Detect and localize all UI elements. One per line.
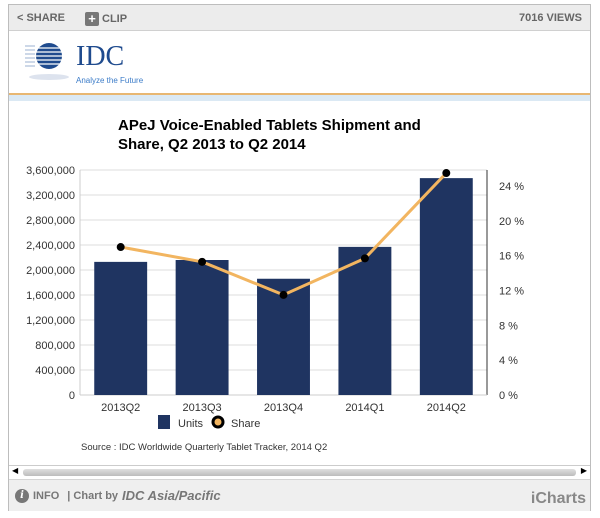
left-axis-tick: 3,600,000 <box>26 165 75 177</box>
info-icon[interactable]: i <box>15 488 29 503</box>
share-button[interactable]: < SHARE <box>17 12 65 24</box>
x-axis-tick: 2013Q3 <box>183 402 222 414</box>
left-axis-tick: 0 <box>69 390 75 402</box>
views-count: 7016 VIEWS <box>519 12 582 24</box>
left-axis-tick: 800,000 <box>35 340 75 352</box>
toolbar: < SHARE + CLIP 7016 VIEWS <box>9 5 590 31</box>
share-point-2014Q2 <box>442 169 451 178</box>
bar-2013Q2 <box>94 261 148 395</box>
right-axis-tick: 8 % <box>499 320 518 332</box>
right-axis-tick: 20 % <box>499 216 524 228</box>
x-axis-tick: 2014Q2 <box>427 402 466 414</box>
scroll-left-icon[interactable]: ◀ <box>12 466 19 475</box>
idc-logo: IDC Analyze the Future <box>21 37 161 96</box>
share-point-2013Q2 <box>116 243 125 252</box>
right-axis-tick: 16 % <box>499 251 524 263</box>
left-axis-tick: 1,200,000 <box>26 315 75 327</box>
share-point-2013Q4 <box>279 290 288 299</box>
plus-icon: + <box>85 12 99 26</box>
clip-button[interactable]: + CLIP <box>85 12 127 26</box>
logo-text: IDC <box>76 41 124 72</box>
left-axis-tick: 3,200,000 <box>26 190 75 202</box>
chart-widget: < SHARE + CLIP 7016 VIEWS IDC Analyze the … <box>8 4 591 511</box>
clip-label: CLIP <box>102 13 128 25</box>
x-axis-tick: 2014Q1 <box>345 402 384 414</box>
chart-source: Source : IDC Worldwide Quarterly Tablet … <box>81 442 327 453</box>
chart-title: Share, Q2 2013 to Q2 2014 <box>118 136 306 153</box>
share-label: SHARE <box>26 12 65 24</box>
left-axis-tick: 400,000 <box>35 365 75 377</box>
footer: i INFO | Chart by IDC Asia/Pacific iChar… <box>9 479 590 511</box>
author-link[interactable]: IDC Asia/Pacific <box>122 488 221 503</box>
x-axis-tick: 2013Q4 <box>264 402 303 414</box>
left-axis-tick: 2,800,000 <box>26 215 75 227</box>
left-axis-tick: 2,000,000 <box>26 265 75 277</box>
divider <box>9 93 590 95</box>
left-axis-tick: 1,600,000 <box>26 290 75 302</box>
share-point-2014Q1 <box>360 254 369 263</box>
scroll-thumb[interactable] <box>23 469 576 476</box>
left-axis-tick: 2,400,000 <box>26 240 75 252</box>
right-axis-tick: 12 % <box>499 286 524 298</box>
chart-by-label: | Chart by <box>67 489 119 502</box>
chart-title: APeJ Voice-Enabled Tablets Shipment and <box>118 117 421 134</box>
legend-share-swatch <box>211 415 225 429</box>
legend-units-label: Units <box>178 418 204 430</box>
info-link[interactable]: INFO <box>33 489 60 502</box>
logo-tagline: Analyze the Future <box>76 76 144 85</box>
legend-units-swatch <box>158 415 170 429</box>
horizontal-scrollbar[interactable]: ◀ ▶ <box>9 465 590 478</box>
right-axis-tick: 4 % <box>499 355 518 367</box>
divider-band <box>9 95 590 101</box>
right-axis-tick: 0 % <box>499 390 518 402</box>
bar-2014Q1 <box>338 246 392 395</box>
right-axis-tick: 24 % <box>499 181 524 193</box>
icharts-brand[interactable]: iCharts <box>530 490 586 507</box>
share-icon: < <box>17 12 24 24</box>
share-line <box>120 172 448 297</box>
bar-2013Q3 <box>175 260 229 395</box>
bar-2014Q2 <box>419 178 473 395</box>
x-axis-tick: 2013Q2 <box>101 402 140 414</box>
scroll-right-icon[interactable]: ▶ <box>580 466 587 475</box>
share-point-2013Q3 <box>198 257 207 266</box>
legend-share-label: Share <box>231 418 260 430</box>
